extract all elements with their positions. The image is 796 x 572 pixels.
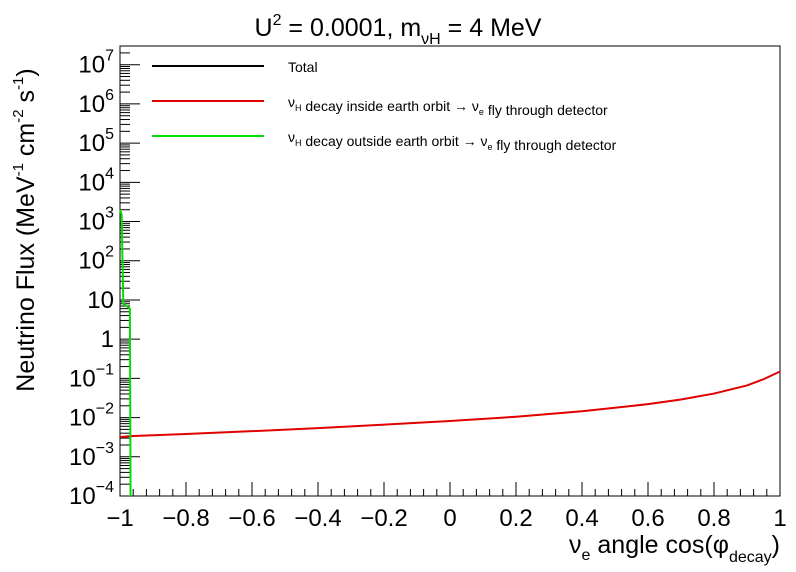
- y-tick-label: 10−1: [69, 361, 114, 392]
- x-tick-label: −1: [106, 505, 133, 532]
- legend-label: νH decay inside earth orbit → νe fly thr…: [288, 94, 608, 118]
- legend: Total νH decay inside earth orbit → νe fl…: [152, 59, 617, 153]
- x-tick-label: −0.8: [162, 505, 209, 532]
- x-tick-label: 0: [443, 505, 456, 532]
- x-tick-label: 1: [773, 505, 786, 532]
- series-line-2: [119, 209, 132, 497]
- x-tick-label: 0.6: [631, 505, 664, 532]
- chart-title: U2 = 0.0001, mνH = 4 MeV: [255, 12, 542, 48]
- x-tick-label: 0.4: [565, 505, 598, 532]
- series-layer: [119, 209, 781, 497]
- y-tick-label: 103: [78, 205, 114, 236]
- legend-label: νH decay outside earth orbit → νe fly th…: [288, 129, 617, 153]
- y-tick-label: 1: [101, 326, 114, 353]
- y-axis: 10−4 10−3 10−2 10−1 1 10 102 103 104 105 106 107: [69, 45, 140, 510]
- x-axis: −1 −0.8 −0.6 −0.4 −0.2 0 0.2 0.4 0.6 0.8 1: [106, 482, 787, 532]
- y-tick-label: 104: [78, 165, 114, 196]
- y-tick-label: 10−3: [69, 440, 114, 471]
- x-tick-label: −0.6: [228, 505, 275, 532]
- x-axis-label: νe angle cos(φdecay): [569, 531, 780, 566]
- y-tick-label: 10−4: [69, 479, 114, 510]
- series-line-1: [119, 370, 781, 438]
- y-tick-label: 10: [87, 287, 114, 314]
- legend-label: Total: [288, 59, 318, 75]
- y-tick-label: 106: [78, 87, 114, 118]
- x-tick-label: −0.4: [294, 505, 341, 532]
- y-tick-label: 107: [78, 48, 114, 79]
- x-tick-label: −0.2: [360, 505, 407, 532]
- y-tick-label: 105: [78, 126, 114, 157]
- x-tick-label: 0.8: [697, 505, 730, 532]
- y-tick-label: 102: [78, 244, 114, 275]
- y-tick-label: 10−2: [69, 401, 114, 432]
- y-axis-label: Neutrino Flux (MeV-1 cm-2 s-1): [10, 68, 40, 391]
- x-tick-label: 0.2: [499, 505, 532, 532]
